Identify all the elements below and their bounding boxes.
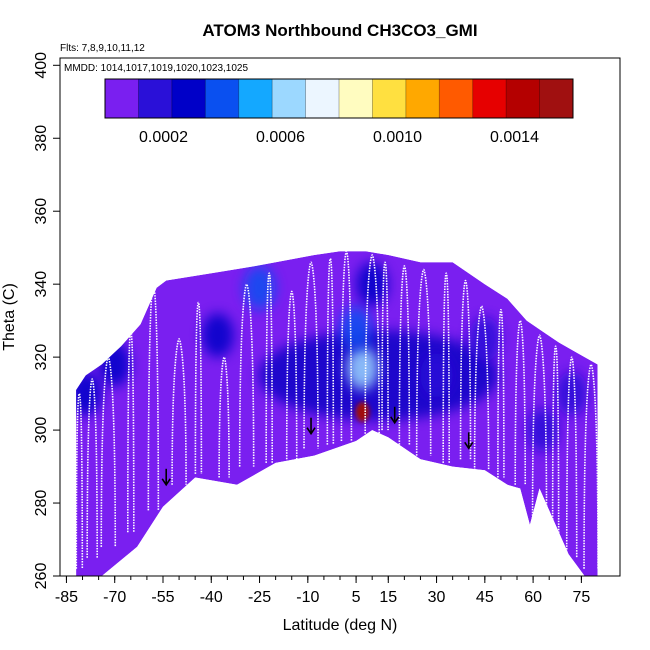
profile-trace xyxy=(194,301,203,474)
profile-arrows xyxy=(161,406,474,487)
colorbar-segment xyxy=(439,79,474,118)
profile-trace xyxy=(583,363,599,569)
colorbar-segment xyxy=(405,79,440,118)
x-tick-label: -10 xyxy=(296,589,319,606)
y-tick-label: 400 xyxy=(33,52,50,79)
colorbar-segment xyxy=(205,79,240,118)
arrow-marker xyxy=(306,417,316,436)
profile-trace xyxy=(497,308,505,478)
profile-trace xyxy=(514,319,527,485)
profile-trace xyxy=(415,268,432,456)
profile-trace xyxy=(565,356,578,558)
arrow-marker xyxy=(161,468,171,487)
profile-trace xyxy=(86,378,98,558)
x-tick-label: -25 xyxy=(248,589,271,606)
colorbar-tick-label: 0.0014 xyxy=(490,129,539,146)
colorbar-segment xyxy=(272,79,307,118)
colorbar-segment xyxy=(372,79,407,118)
profile-trace xyxy=(326,257,335,445)
x-tick-label: -85 xyxy=(55,589,78,606)
x-tick-label: 60 xyxy=(524,589,542,606)
hotspot xyxy=(355,401,370,422)
y-axis: 260 280 300 320 340 360 380 400 xyxy=(33,52,60,590)
y-axis-label: Theta (C) xyxy=(1,283,18,351)
colorbar-segment xyxy=(506,79,541,118)
x-tick-label: -40 xyxy=(200,589,223,606)
colorbar-segment xyxy=(539,79,574,118)
profile-trace xyxy=(100,356,117,547)
colorbar-tick-label: 0.0002 xyxy=(139,129,188,146)
arrow-marker xyxy=(464,432,474,450)
y-tick-label: 260 xyxy=(33,563,50,590)
x-tick-label: 5 xyxy=(352,589,361,606)
hotspot xyxy=(346,346,379,391)
hotspot xyxy=(201,313,234,358)
colorbar-segment xyxy=(305,79,340,118)
hotspot xyxy=(356,262,389,307)
y-tick-label: 380 xyxy=(33,125,50,152)
profile-trace xyxy=(340,250,353,442)
y-tick-label: 320 xyxy=(33,344,50,371)
profile-trace xyxy=(551,345,560,536)
flight-profiles xyxy=(75,250,599,569)
x-tick-label: 75 xyxy=(572,589,590,606)
y-tick-label: 300 xyxy=(33,417,50,444)
colorbar-segment xyxy=(105,79,139,118)
profile-trace xyxy=(218,356,230,478)
hotspot xyxy=(526,408,559,453)
profile-trace xyxy=(442,272,451,463)
x-tick-label: -55 xyxy=(151,589,174,606)
profile-trace xyxy=(171,338,187,485)
y-tick-label: 340 xyxy=(33,271,50,298)
colorbar-segment xyxy=(472,79,507,118)
profile-trace xyxy=(285,290,298,460)
profile-trace xyxy=(381,261,389,431)
profile-trace xyxy=(127,330,135,533)
x-tick-label: 30 xyxy=(428,589,446,606)
flights-note: Flts: 7,8,9,10,11,12 xyxy=(60,43,145,54)
profile-trace xyxy=(75,392,84,569)
hotspot xyxy=(340,305,373,350)
hotspot xyxy=(243,265,276,310)
arrow-marker xyxy=(390,406,400,425)
hotspot xyxy=(468,316,501,361)
x-tick-label: 45 xyxy=(476,589,494,606)
profile-trace xyxy=(265,272,273,463)
x-tick-label: -70 xyxy=(103,589,126,606)
y-tick-label: 280 xyxy=(33,490,50,517)
colorbar-segment xyxy=(238,79,273,118)
x-axis-label: Latitude (deg N) xyxy=(283,617,398,634)
hotspot xyxy=(420,353,453,398)
dates-note: MMDD: 1014,1017,1019,1020,1023,1025 xyxy=(64,63,248,74)
y-tick-label: 360 xyxy=(33,198,50,225)
x-tick-label: 15 xyxy=(379,589,397,606)
colorbar-segment xyxy=(171,79,206,118)
profile-trace xyxy=(459,279,472,460)
x-axis: -85 -70 -55 -40 -25 -10 5 15 30 45 60 75 xyxy=(55,576,590,606)
profile-trace xyxy=(238,283,255,467)
colorbar-tick-label: 0.0010 xyxy=(373,129,422,146)
profile-trace xyxy=(364,254,380,434)
colorbar-segment xyxy=(138,79,173,118)
profile-trace xyxy=(531,334,548,522)
chart-title: ATOM3 Northbound CH3CO3_GMI xyxy=(202,21,477,40)
profile-trace xyxy=(473,305,490,471)
colorbar-tick-label: 0.0006 xyxy=(256,129,305,146)
profile-trace xyxy=(398,265,411,445)
profile-trace xyxy=(303,261,319,449)
profile-trace xyxy=(147,283,160,511)
hotspot xyxy=(98,342,131,387)
hotspot xyxy=(555,371,588,416)
colorbar: 0.0002 0.0006 0.0010 0.0014 xyxy=(104,78,574,146)
hotspot xyxy=(76,371,102,416)
colorbar-segment xyxy=(339,79,373,118)
colorbar-frame xyxy=(104,78,574,119)
